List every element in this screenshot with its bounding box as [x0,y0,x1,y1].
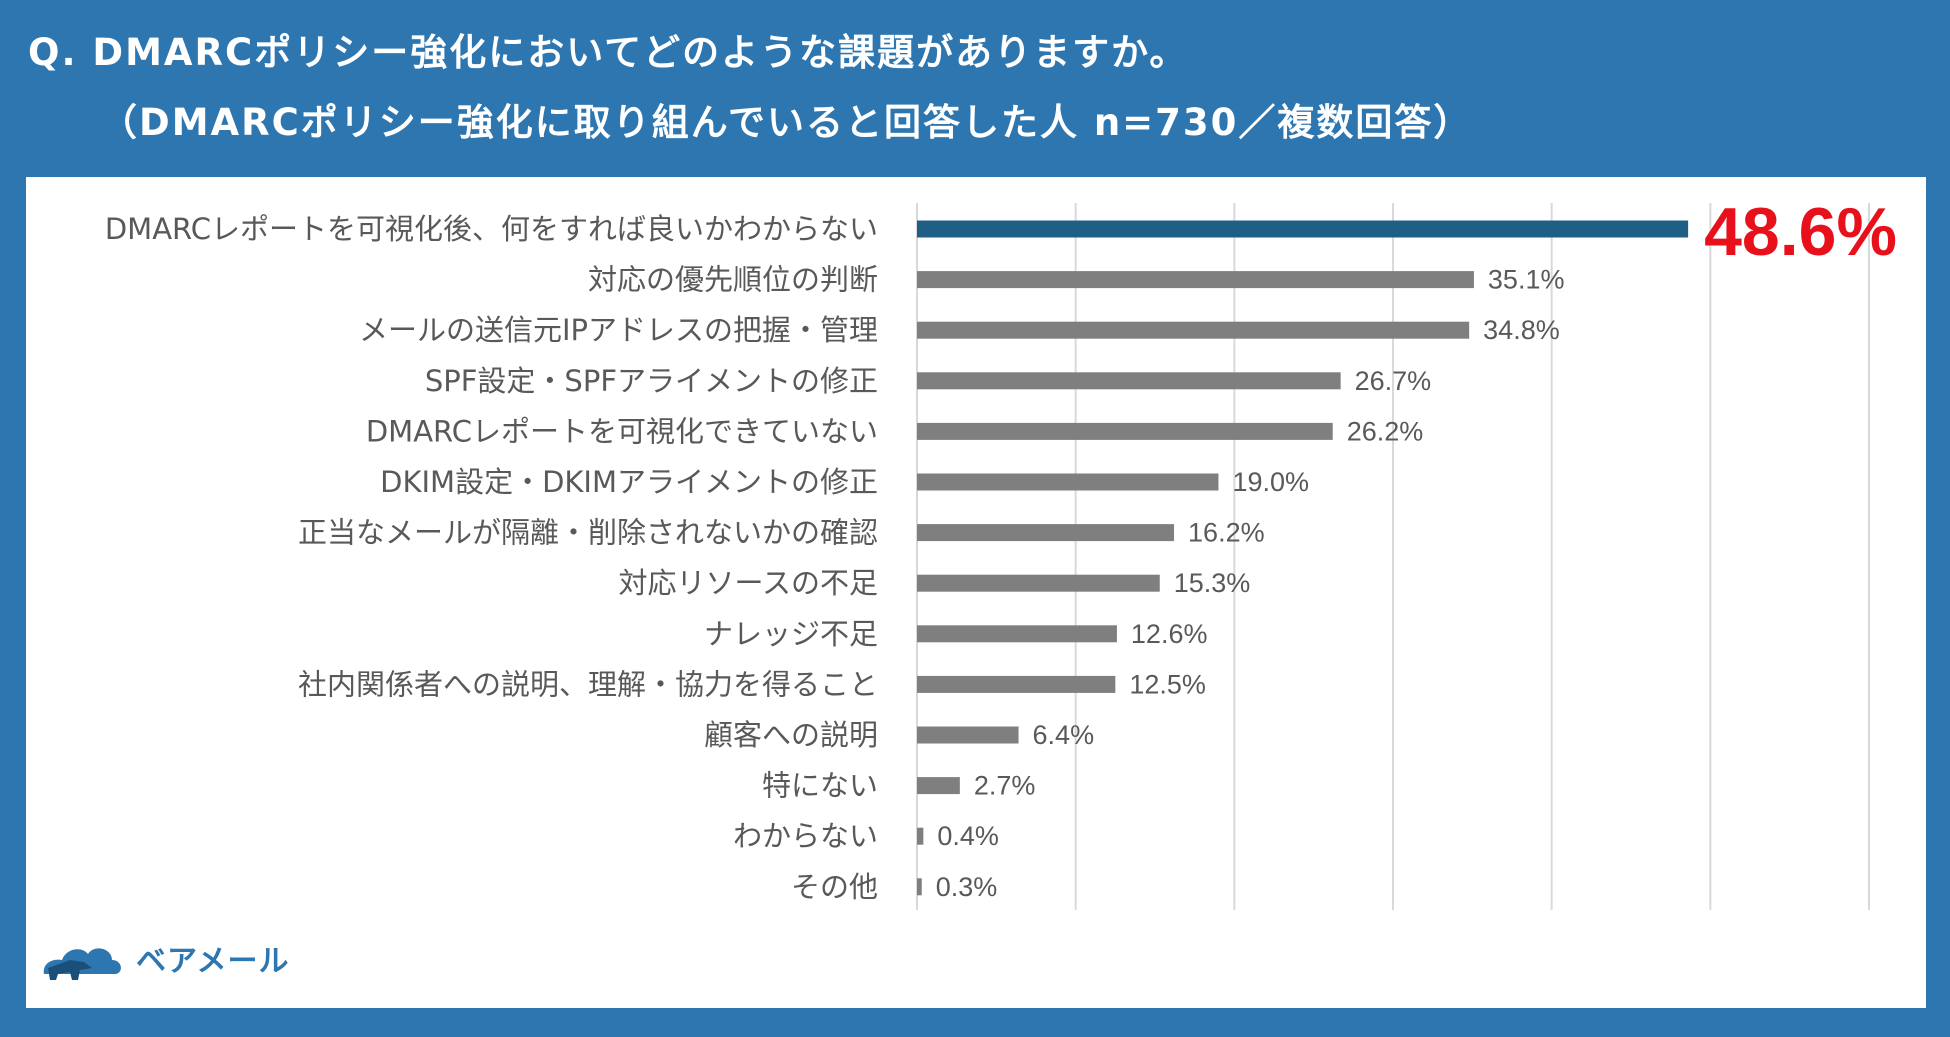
category-label: メールの送信元IPアドレスの把握・管理 [359,313,878,347]
chart-subtitle: （DMARCポリシー強化に取り組んでいると回答した人 n=730／複数回答） [100,101,1473,144]
category-label: SPF設定・SPFアライメントの修正 [425,364,878,398]
data-label: 12.5% [1129,669,1206,699]
bear-cloud-logo-icon [43,948,121,980]
data-label: 12.6% [1131,619,1208,649]
category-label: 対応の優先順位の判断 [588,263,878,297]
data-label: 15.3% [1174,568,1251,598]
bar [917,675,1116,693]
category-label: DMARCレポートを可視化後、何をすれば良いかわからない [105,212,878,246]
category-label: DKIM設定・DKIMアライメントの修正 [380,465,878,499]
data-label: 26.7% [1355,366,1432,396]
bar-chart: DMARCレポートを可視化後、何をすれば良いかわからない 48.6% 対応の優先順位… [105,194,1897,910]
data-label: 35.1% [1488,265,1565,295]
category-label: その他 [791,870,878,904]
bar [917,524,1175,542]
data-label: 0.4% [937,821,999,851]
data-label: 19.0% [1232,467,1309,497]
category-label: 社内関係者への説明、理解・協力を得ること [298,667,878,701]
category-label: 特にない [762,769,878,803]
category-label: わからない [733,819,878,853]
data-label: 2.7% [974,771,1036,801]
bar [917,422,1333,440]
category-label: 顧客への説明 [704,718,878,752]
bar [917,827,924,845]
bar [917,372,1341,390]
chart-panel: DMARCレポートを可視化後、何をすれば良いかわからない 48.6% 対応の優先順位… [26,177,1926,1008]
data-label: 26.2% [1347,416,1424,446]
category-label: 対応リソースの不足 [618,566,878,600]
data-label: 48.6% [1704,194,1897,270]
bar [917,574,1160,592]
bar-highlight [917,220,1689,238]
bar [917,473,1219,491]
bar [917,625,1117,643]
bar [917,321,1470,339]
data-label: 6.4% [1033,720,1095,750]
data-label: 34.8% [1483,315,1560,345]
chart-title: Q. DMARCポリシー強化においてどのような課題がありますか。 [28,31,1189,74]
brand-logo: ベアメール [40,934,290,982]
category-label: ナレッジ不足 [704,617,878,651]
category-label: DMARCレポートを可視化できていない [366,414,878,448]
category-label: 正当なメールが隔離・削除されないかの確認 [298,516,878,550]
bar [917,271,1474,289]
bar [917,726,1019,744]
data-label: 16.2% [1188,518,1265,548]
bar [917,777,960,795]
bar [917,878,922,896]
data-label: 0.3% [936,872,998,902]
brand-name: ベアメール [136,944,290,979]
